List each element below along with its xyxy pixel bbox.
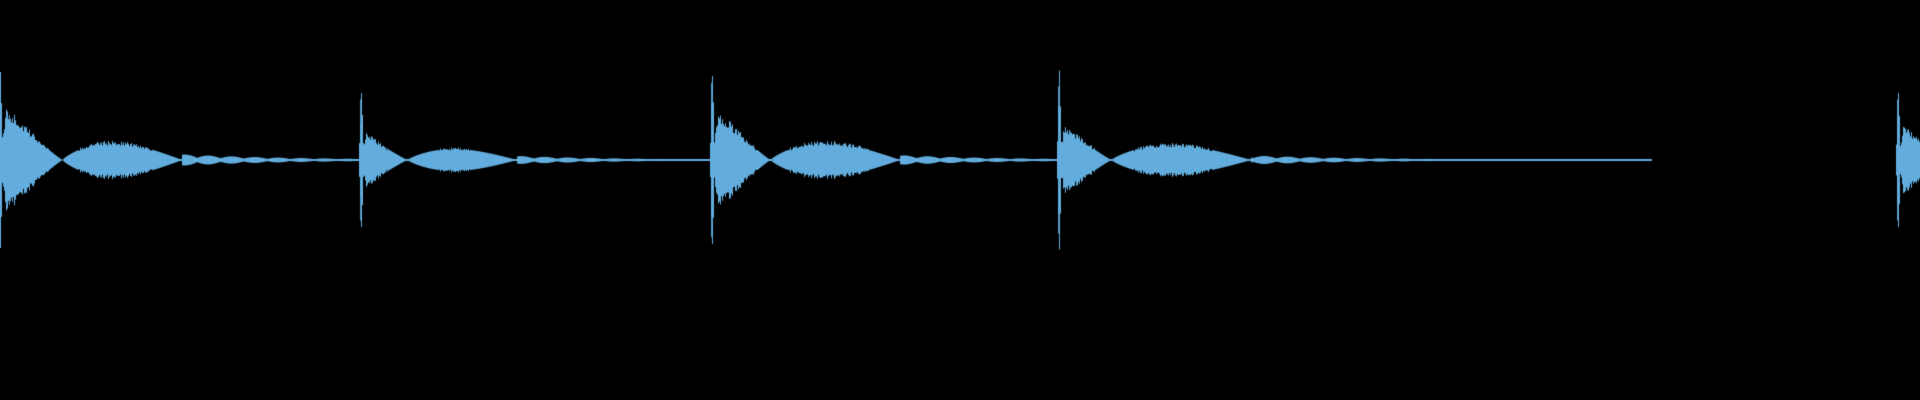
waveform-canvas[interactable]	[0, 0, 1920, 400]
waveform-viewer[interactable]	[0, 0, 1920, 400]
